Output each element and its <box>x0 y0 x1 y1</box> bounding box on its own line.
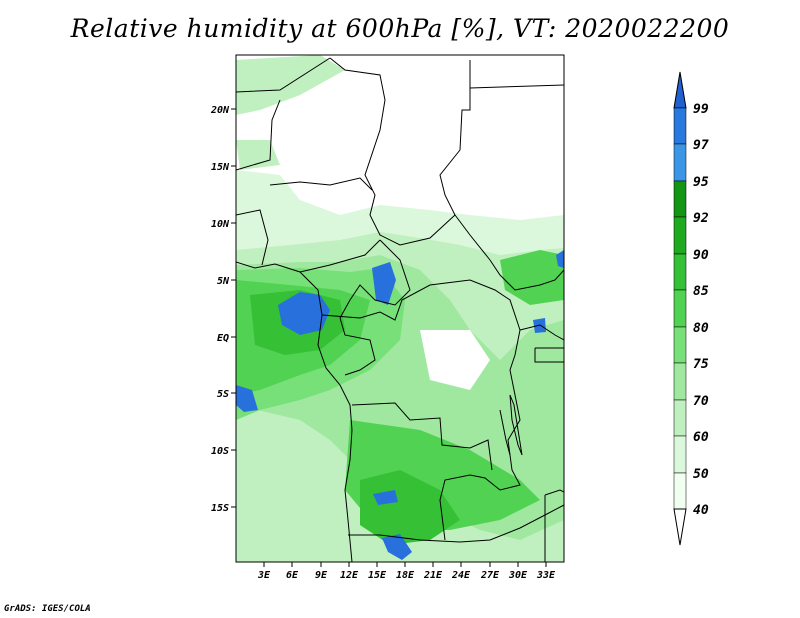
rh-80-region <box>500 250 564 305</box>
border-line <box>351 402 493 471</box>
colorbar-label: 95 <box>693 175 709 190</box>
rh-97-region <box>373 490 398 505</box>
credit-text: GrADS: IGES/COLA <box>4 604 91 614</box>
rh-97-region <box>382 534 412 560</box>
border-line <box>339 317 376 376</box>
colorbar-segment <box>673 472 687 510</box>
colorbar-segment <box>673 143 687 182</box>
border-line <box>544 489 564 562</box>
border-line <box>269 177 373 191</box>
border-line <box>534 347 564 363</box>
border-line <box>348 504 564 543</box>
lon-label: 9E <box>315 570 328 581</box>
colorbar-label: 90 <box>693 248 709 263</box>
colorbar-label: 97 <box>693 138 709 153</box>
lon-label: 24E <box>451 570 471 581</box>
lon-label: 6E <box>286 570 299 581</box>
rh-below-40-region <box>420 330 490 390</box>
lat-label: 5S <box>217 389 229 400</box>
coastline <box>236 261 353 562</box>
colorbar-segment <box>673 107 687 145</box>
lon-label: 30E <box>508 570 528 581</box>
border-line <box>339 239 411 319</box>
lon-label: 18E <box>396 570 415 581</box>
colorbar: 99 97 95 92 90 85 80 75 70 60 50 40 <box>673 71 709 546</box>
colorbar-segment <box>673 289 687 328</box>
border-line <box>236 57 471 246</box>
lon-label: 3E <box>257 570 271 581</box>
lake-outline <box>499 409 511 456</box>
colorbar-label: 70 <box>693 394 709 409</box>
rh-60-region <box>236 140 280 170</box>
rh-97-region <box>278 292 330 335</box>
lat-label: 20N <box>210 105 230 116</box>
rh-97-region <box>556 250 564 268</box>
colorbar-segment <box>673 216 687 255</box>
colorbar-label: 85 <box>693 284 709 299</box>
lake-outline <box>509 394 523 456</box>
colorbar-segment <box>673 399 687 437</box>
rh-97-region <box>372 262 396 305</box>
lon-label: 33E <box>536 570 556 581</box>
colorbar-label: 75 <box>693 357 709 372</box>
rh-60-region <box>236 55 345 115</box>
lon-label: 12E <box>340 570 359 581</box>
colorbar-label: 40 <box>693 503 709 518</box>
colorbar-top-arrow <box>673 71 687 109</box>
rh-85-region <box>360 470 460 545</box>
lat-label: 5N <box>217 276 230 287</box>
colorbar-segment <box>673 326 687 364</box>
colorbar-label: 60 <box>693 430 709 445</box>
latitude-axis: 20N 15N 10N 5N EQ 5S 10S 15S <box>210 105 236 514</box>
border-line <box>321 279 521 331</box>
border-line <box>299 239 381 273</box>
colorbar-label: 99 <box>693 102 709 117</box>
colorbar-segment <box>673 253 687 291</box>
colorbar-bottom-arrow <box>673 508 687 546</box>
lat-label: 15N <box>211 162 230 173</box>
colorbar-segment <box>673 362 687 401</box>
colorbar-label: 50 <box>693 467 709 482</box>
longitude-axis: 3E 6E 9E 12E 15E 18E 21E 24E 27E 30E 33E <box>257 562 556 581</box>
rh-97-region <box>236 385 258 412</box>
border-line <box>454 214 564 291</box>
lat-label: EQ <box>217 333 229 344</box>
map-title: Relative humidity at 600hPa [%], VT: 202… <box>70 14 730 43</box>
rh-below-40-region <box>350 60 564 212</box>
colorbar-label: 80 <box>693 321 709 336</box>
map-frame <box>235 54 565 563</box>
colorbar-segment <box>673 435 687 474</box>
lat-label: 10S <box>211 446 229 457</box>
border-line <box>236 99 281 171</box>
border-line <box>439 329 521 541</box>
lon-label: 21E <box>423 570 443 581</box>
border-line <box>236 209 269 266</box>
colorbar-label: 92 <box>693 211 709 226</box>
country-borders <box>236 57 564 562</box>
humidity-field <box>236 55 564 562</box>
border-line <box>519 324 564 341</box>
lat-label: 15S <box>211 503 229 514</box>
lon-label: 15E <box>368 570 387 581</box>
lon-label: 27E <box>480 570 500 581</box>
colorbar-segment <box>673 180 687 218</box>
border-line <box>469 84 564 89</box>
lat-label: 10N <box>211 219 230 230</box>
